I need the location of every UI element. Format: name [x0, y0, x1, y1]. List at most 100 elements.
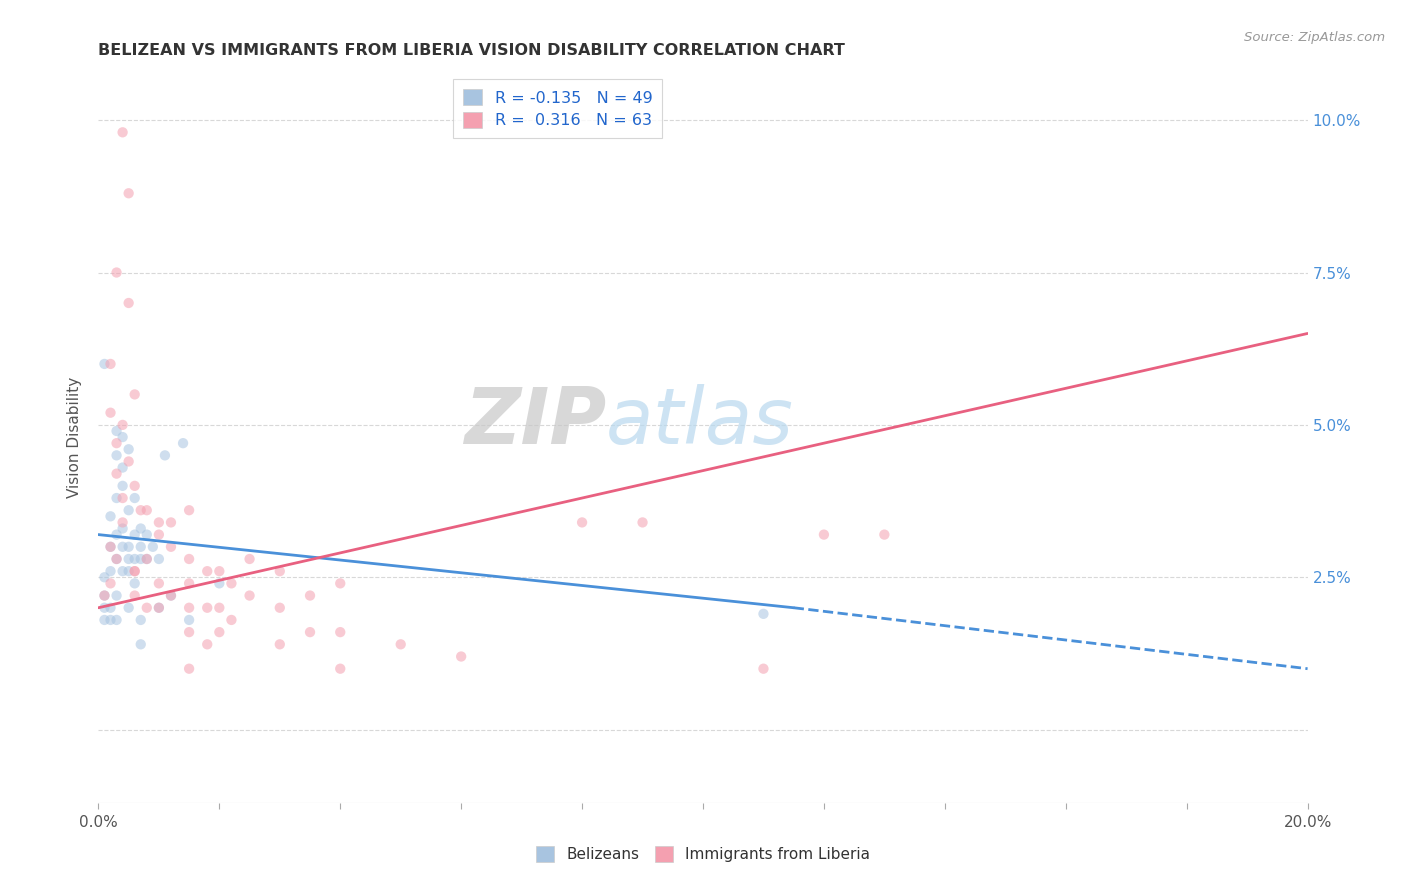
Point [179, 552, 201, 566]
Point [111, 516, 134, 530]
Point [105, 424, 128, 438]
Point [111, 460, 134, 475]
Point [142, 540, 165, 554]
Point [269, 600, 291, 615]
Point [105, 552, 128, 566]
Point [105, 467, 128, 481]
Point [105, 491, 128, 505]
Point [299, 625, 322, 640]
Point [100, 540, 122, 554]
Point [124, 387, 146, 401]
Point [179, 625, 201, 640]
Point [111, 417, 134, 432]
Point [111, 430, 134, 444]
Point [124, 552, 146, 566]
Point [221, 613, 243, 627]
Point [135, 503, 157, 517]
Point [105, 527, 128, 541]
Point [100, 540, 122, 554]
Point [179, 662, 201, 676]
Point [195, 600, 218, 615]
Point [135, 552, 157, 566]
Point [93, 613, 115, 627]
Point [135, 552, 157, 566]
Point [160, 540, 183, 554]
Point [329, 662, 352, 676]
Point [118, 600, 141, 615]
Point [135, 600, 157, 615]
Point [172, 436, 194, 450]
Point [118, 186, 141, 201]
Point [118, 564, 141, 578]
Legend: Belizeans, Immigrants from Liberia: Belizeans, Immigrants from Liberia [530, 840, 876, 868]
Point [269, 564, 291, 578]
Point [179, 600, 201, 615]
Point [148, 527, 170, 541]
Point [450, 649, 472, 664]
Point [239, 552, 262, 566]
Point [118, 540, 141, 554]
Point [105, 436, 128, 450]
Point [752, 607, 775, 621]
Point [148, 552, 170, 566]
Point [208, 576, 231, 591]
Point [160, 589, 183, 603]
Point [105, 552, 128, 566]
Point [118, 503, 141, 517]
Point [100, 406, 122, 420]
Point [179, 503, 201, 517]
Point [105, 448, 128, 462]
Point [208, 625, 231, 640]
Point [111, 479, 134, 493]
Point [179, 576, 201, 591]
Text: BELIZEAN VS IMMIGRANTS FROM LIBERIA VISION DISABILITY CORRELATION CHART: BELIZEAN VS IMMIGRANTS FROM LIBERIA VISI… [98, 43, 845, 58]
Point [111, 521, 134, 535]
Point [873, 527, 896, 541]
Point [129, 503, 152, 517]
Point [148, 516, 170, 530]
Point [118, 454, 141, 468]
Point [160, 589, 183, 603]
Y-axis label: Vision Disability: Vision Disability [67, 376, 83, 498]
Point [124, 564, 146, 578]
Point [571, 516, 593, 530]
Point [129, 637, 152, 651]
Point [208, 564, 231, 578]
Point [118, 442, 141, 457]
Point [124, 564, 146, 578]
Point [111, 564, 134, 578]
Point [100, 564, 122, 578]
Point [118, 552, 141, 566]
Point [111, 540, 134, 554]
Point [93, 600, 115, 615]
Point [124, 479, 146, 493]
Point [299, 589, 322, 603]
Point [148, 600, 170, 615]
Point [160, 516, 183, 530]
Point [118, 296, 141, 310]
Point [239, 589, 262, 603]
Text: ZIP: ZIP [464, 384, 606, 460]
Point [329, 576, 352, 591]
Point [105, 266, 128, 280]
Point [93, 589, 115, 603]
Point [124, 576, 146, 591]
Point [148, 600, 170, 615]
Point [105, 589, 128, 603]
Point [124, 589, 146, 603]
Point [100, 600, 122, 615]
Point [631, 516, 654, 530]
Point [129, 540, 152, 554]
Point [100, 357, 122, 371]
Point [221, 576, 243, 591]
Point [100, 509, 122, 524]
Point [208, 600, 231, 615]
Text: atlas: atlas [606, 384, 794, 460]
Point [105, 613, 128, 627]
Point [100, 613, 122, 627]
Point [129, 521, 152, 535]
Point [111, 125, 134, 139]
Point [179, 613, 201, 627]
Point [129, 613, 152, 627]
Point [148, 576, 170, 591]
